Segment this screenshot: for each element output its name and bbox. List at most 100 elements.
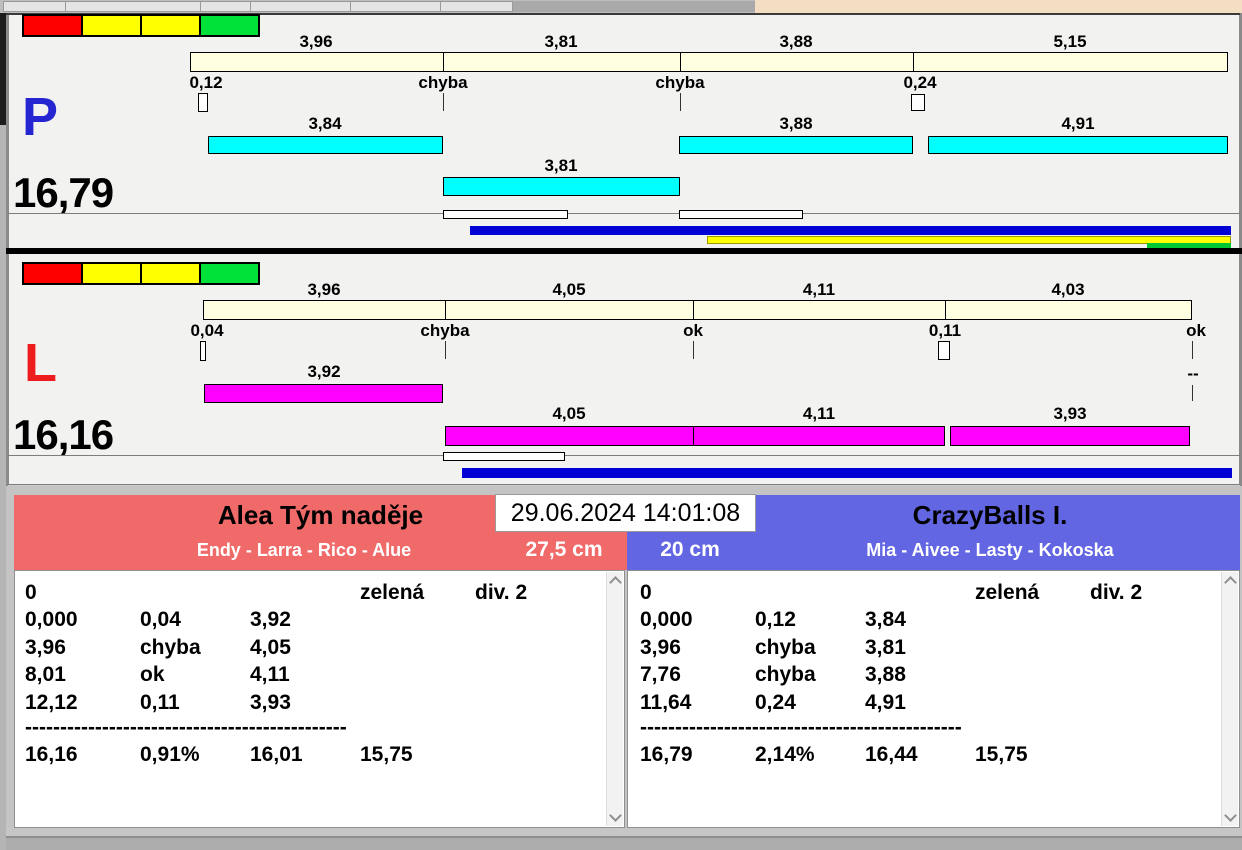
toolbar-divider (440, 2, 441, 12)
split-time-label: 3,96 (299, 32, 333, 51)
dog-time-bar (445, 426, 945, 446)
progress-blue-bar (462, 468, 1232, 478)
legend-yellow-cell (83, 16, 142, 35)
lane-p-legend (22, 14, 260, 37)
bar-divider (913, 52, 914, 72)
legend-green-cell (201, 264, 258, 283)
split-time-bar (203, 300, 1192, 320)
result-cell: 3,93 (250, 691, 291, 714)
summary-best-time: 15,75 (975, 743, 1028, 766)
scrollbar[interactable] (606, 572, 623, 826)
start-penalty-label: ok (683, 321, 703, 340)
bottom-status-strip (6, 828, 1242, 836)
start-gap-marker (198, 93, 208, 112)
dog-time-label: 4,91 (1061, 114, 1095, 133)
summary-total: 16,16 (25, 743, 78, 766)
start-gap-marker (911, 94, 925, 111)
start-penalty-label: ok (1186, 321, 1206, 340)
bar-divider (445, 300, 446, 320)
start-penalty-label: 0,24 (903, 73, 937, 92)
tick-marker (1192, 341, 1193, 359)
result-cell: 4,05 (250, 636, 291, 659)
result-cell: 3,81 (865, 636, 906, 659)
result-row: 3,96 chyba 3,81 (628, 634, 1239, 661)
result-row: 0,000 0,12 3,84 (628, 606, 1239, 633)
result-info-row: 0 zelená div. 2 (628, 579, 1239, 606)
result-row: 11,64 0,24 4,91 (628, 689, 1239, 716)
lane-l-bottom-border (8, 484, 1240, 485)
result-info-row: 0 zelená div. 2 (15, 579, 624, 606)
progress-yellow-bar (707, 236, 1231, 244)
result-cell: 11,64 (640, 691, 692, 714)
team-left-members: Endy - Larra - Rico - Alue (196, 540, 412, 560)
result-cell: 4,91 (865, 691, 906, 714)
split-time-label: 4,05 (552, 280, 586, 299)
start-penalty-label: chyba (420, 321, 470, 340)
dog-time-bar (950, 426, 1190, 446)
summary-net-time: 16,44 (865, 743, 918, 766)
result-cell: div. 2 (475, 581, 528, 604)
result-cell: 0,04 (140, 608, 181, 631)
split-time-label: 3,96 (307, 280, 341, 299)
legend-red-cell (24, 264, 83, 283)
legend-red-cell (24, 16, 83, 35)
scroll-down-icon[interactable] (609, 809, 622, 822)
result-row: 8,01 ok 4,11 (15, 661, 624, 688)
progress-white-bar (679, 210, 803, 219)
background-titlebar (513, 1, 755, 12)
result-cell: 12,12 (25, 691, 78, 714)
scrollbar[interactable] (1221, 572, 1238, 826)
scroll-down-icon[interactable] (1224, 809, 1237, 822)
scroll-up-icon[interactable] (609, 576, 622, 589)
window-right-border (1240, 13, 1242, 850)
result-cell: zelená (360, 581, 425, 604)
tick-marker (443, 93, 444, 111)
divider-dashes: ----------------------------------------… (25, 716, 347, 739)
progress-green-bar (1147, 243, 1231, 249)
split-time-label: 3,88 (779, 32, 813, 51)
lane-l-panel (8, 254, 1240, 485)
toolbar-divider (200, 2, 201, 12)
result-cell: 3,88 (865, 663, 906, 686)
summary-total: 16,79 (640, 743, 693, 766)
lane-l-legend (22, 262, 260, 285)
lane-l-letter: L (24, 333, 57, 393)
summary-net-time: 16,01 (250, 743, 303, 766)
start-penalty-label: chyba (655, 73, 705, 92)
tick-marker (1192, 385, 1193, 401)
result-cell: 7,76 (640, 663, 681, 686)
window-top-border (6, 13, 1242, 15)
legend-yellow-cell (142, 264, 201, 283)
team-right-jump-height: 20 cm (660, 538, 720, 561)
result-summary-row: 16,79 2,14% 16,44 15,75 (628, 741, 1239, 768)
result-row: 12,12 0,11 3,93 (15, 689, 624, 716)
tick-marker (680, 93, 681, 111)
result-cell: chyba (140, 636, 201, 659)
result-cell: 0 (25, 581, 37, 604)
legend-yellow-cell (83, 264, 142, 283)
progress-baseline (8, 213, 1240, 214)
result-cell: 0,000 (25, 608, 78, 631)
team-left-result-list[interactable]: 0 zelená div. 2 0,000 0,04 3,92 3,96 chy… (14, 570, 625, 828)
start-penalty-label: 0,11 (928, 321, 962, 340)
split-time-bar (190, 52, 1228, 72)
result-cell: div. 2 (1090, 581, 1143, 604)
result-cell: chyba (755, 636, 816, 659)
result-divider-row: ----------------------------------------… (628, 714, 988, 741)
result-cell: 0,000 (640, 608, 693, 631)
window-left-border (6, 15, 8, 850)
scroll-up-icon[interactable] (1224, 576, 1237, 589)
result-cell: 0,24 (755, 691, 796, 714)
split-time-label: 5,15 (1053, 32, 1087, 51)
bar-divider (443, 52, 444, 72)
lane-separator (6, 248, 1242, 254)
split-time-label: 4,03 (1051, 280, 1085, 299)
summary-best-time: 15,75 (360, 743, 413, 766)
bottom-status-strip-line (6, 836, 1242, 838)
divider-dashes: ----------------------------------------… (640, 716, 962, 739)
progress-white-bar (443, 452, 565, 461)
background-window-strip (0, 0, 1242, 13)
bar-divider (693, 426, 694, 446)
team-right-result-list[interactable]: 0 zelená div. 2 0,000 0,12 3,84 3,96 chy… (627, 570, 1240, 828)
